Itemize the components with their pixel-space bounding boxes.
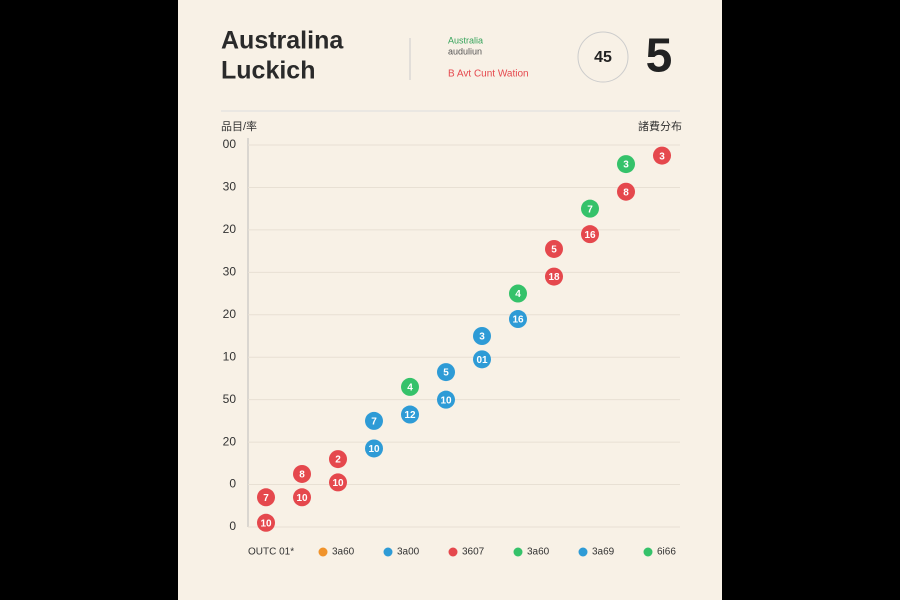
point (401, 377, 419, 396)
legend-title: OUTC 01* (248, 547, 294, 558)
point (545, 239, 563, 258)
point (437, 390, 455, 409)
legend-label: 3a69 (592, 547, 615, 558)
y-tick-label: 20 (223, 307, 237, 321)
legend-swatch (383, 547, 393, 557)
point (581, 199, 599, 218)
point-label: 5 (551, 245, 557, 256)
point (617, 155, 635, 174)
point-label: 8 (623, 187, 629, 198)
title: Australina (221, 27, 344, 55)
point-label: 16 (584, 230, 596, 241)
point (257, 513, 275, 532)
legend-label: 3607 (462, 547, 485, 558)
point-label: 4 (407, 383, 413, 394)
y-tick-label: 20 (223, 434, 237, 448)
point (473, 350, 491, 369)
point-label: 3 (623, 160, 629, 171)
point-label: 10 (332, 478, 344, 489)
y2-axis-label: 諸費分布 (638, 119, 682, 133)
legend-label: 6i66 (657, 547, 676, 558)
point-label: 8 (299, 470, 305, 481)
y-tick-label: 30 (223, 265, 237, 279)
point (653, 146, 671, 165)
subtitle: Australia (448, 35, 483, 45)
legend-swatch (643, 547, 653, 557)
point-label: 10 (368, 444, 380, 455)
point (509, 284, 527, 303)
card (178, 0, 722, 600)
legend-swatch (448, 547, 458, 557)
point (545, 267, 563, 286)
point-label: 10 (296, 493, 308, 504)
point (257, 488, 275, 507)
point (293, 464, 311, 483)
point-label: 5 (443, 368, 449, 379)
y-tick-label: 0 (229, 519, 236, 533)
point-label: 3 (659, 151, 665, 162)
big-number: 5 (646, 30, 673, 83)
point (329, 450, 347, 469)
y-tick-label: 0 (229, 477, 236, 491)
point (365, 439, 383, 458)
y-axis-label: 品目/率 (221, 119, 257, 133)
point (437, 363, 455, 382)
point (293, 488, 311, 507)
legend-swatch (318, 547, 328, 557)
point-label: 7 (263, 493, 269, 504)
y-tick-label: 00 (223, 137, 237, 151)
y-tick-label: 10 (223, 349, 237, 363)
y-tick-label: 30 (223, 180, 237, 194)
point-label: 3 (479, 332, 485, 343)
point-label: 2 (335, 455, 341, 466)
point (473, 327, 491, 345)
note: B Avt Cunt Wation (448, 69, 529, 80)
y-tick-label: 50 (223, 392, 237, 406)
legend-swatch (578, 547, 588, 557)
point-label: 12 (404, 410, 416, 421)
point-label: 10 (440, 395, 452, 406)
badge: 45 (594, 49, 612, 66)
point-label: 18 (548, 272, 560, 283)
legend-swatch (513, 547, 523, 557)
point-label: 01 (476, 355, 488, 366)
point-label: 10 (260, 518, 272, 529)
title: Luckich (221, 57, 315, 85)
point (329, 473, 347, 492)
legend-label: 3a60 (332, 547, 355, 558)
point-label: 4 (515, 289, 521, 300)
point (617, 182, 635, 201)
point (401, 405, 419, 424)
point-label: 16 (512, 315, 524, 326)
badge-ring (577, 31, 629, 83)
legend-label: 3a00 (397, 547, 420, 558)
point (581, 225, 599, 244)
y-tick-label: 20 (223, 222, 237, 236)
point-label: 7 (587, 204, 593, 215)
point (509, 310, 527, 329)
point-label: 7 (371, 417, 377, 428)
point (365, 411, 383, 430)
subtitle: auduliun (448, 46, 482, 56)
legend-label: 3a60 (527, 547, 550, 558)
